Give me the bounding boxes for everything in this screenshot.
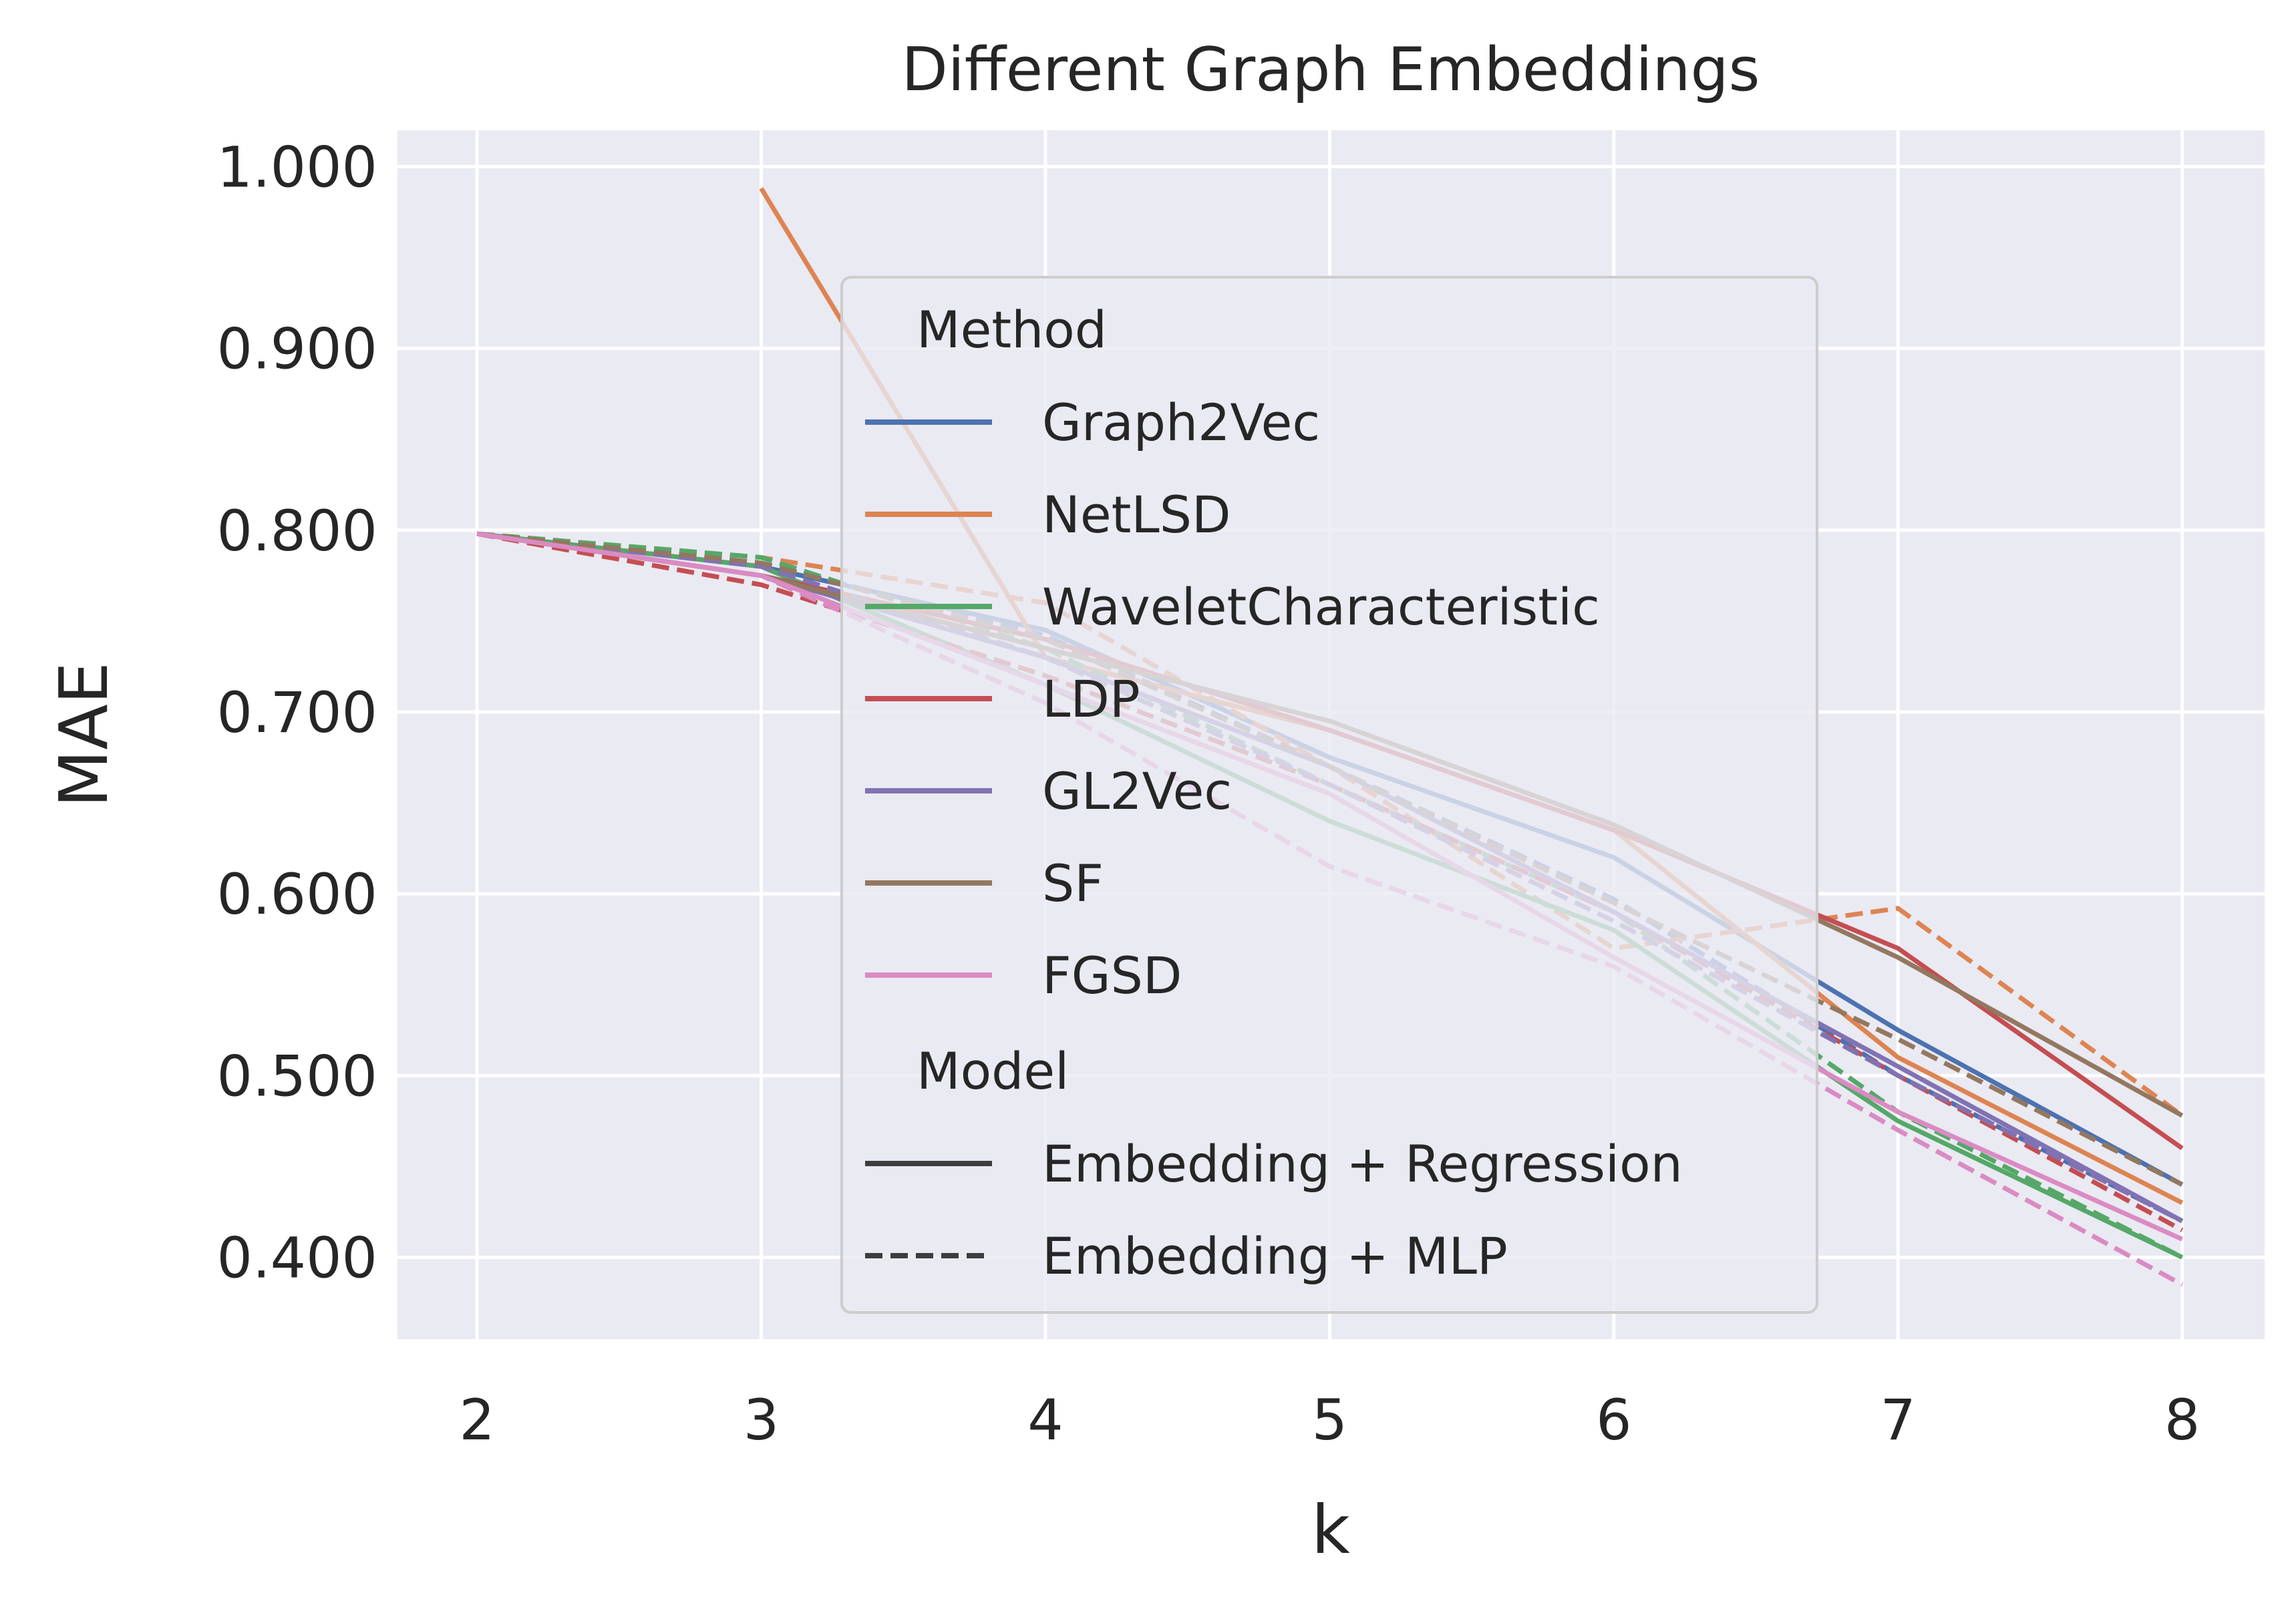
y-tick-label: 0.700 bbox=[217, 680, 377, 745]
x-tick-label: 4 bbox=[1027, 1387, 1063, 1453]
legend-label-gl2vec: GL2Vec bbox=[1042, 761, 1232, 821]
y-axis-label: MAE bbox=[45, 662, 123, 808]
y-tick-label: 0.900 bbox=[217, 317, 377, 382]
x-tick-label: 5 bbox=[1312, 1387, 1347, 1453]
legend-method-title: Method bbox=[917, 300, 1107, 359]
legend: Method Model Graph2Vec NetLSD WaveletChara… bbox=[840, 276, 1818, 1314]
legend-box bbox=[840, 276, 1818, 1314]
y-tick-label: 0.800 bbox=[217, 498, 377, 564]
legend-label-sf: SF bbox=[1042, 854, 1104, 913]
legend-label-embedding-mlp: Embedding + MLP bbox=[1042, 1226, 1508, 1286]
y-tick-label: 0.400 bbox=[217, 1226, 377, 1291]
x-tick-label: 3 bbox=[744, 1387, 779, 1453]
legend-label-embedding-regression: Embedding + Regression bbox=[1042, 1134, 1683, 1194]
legend-label-fgsd: FGSD bbox=[1042, 946, 1182, 1005]
x-tick-label: 6 bbox=[1596, 1387, 1631, 1453]
legend-label-waveletcharacteristic: WaveletCharacteristic bbox=[1042, 577, 1600, 637]
legend-model-title: Model bbox=[917, 1041, 1069, 1101]
y-tick-label: 1.000 bbox=[217, 134, 377, 200]
legend-label-ldp: LDP bbox=[1042, 669, 1140, 729]
x-tick-label: 2 bbox=[459, 1387, 494, 1453]
chart-title: Different Graph Embeddings bbox=[901, 35, 1760, 105]
y-tick-label: 0.500 bbox=[217, 1043, 377, 1109]
legend-label-graph2vec: Graph2Vec bbox=[1042, 393, 1320, 452]
y-tick-label: 0.600 bbox=[217, 862, 377, 927]
x-tick-label: 8 bbox=[2164, 1387, 2200, 1453]
x-tick-label: 7 bbox=[1880, 1387, 1915, 1453]
legend-label-netlsd: NetLSD bbox=[1042, 485, 1231, 544]
tick-labels: 2 3 4 5 6 7 8 0.400 0.500 0.600 0.700 0.800 0.900 1.0… bbox=[217, 134, 2200, 1453]
x-axis-label: k bbox=[1311, 1491, 1350, 1569]
